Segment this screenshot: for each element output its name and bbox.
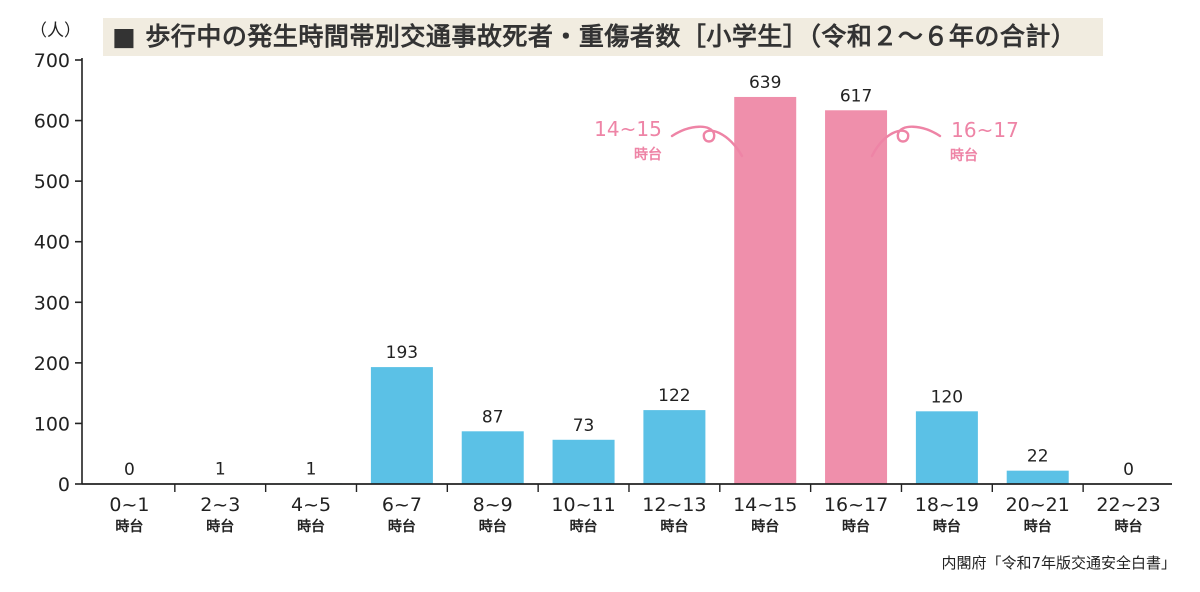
data-label: 87	[482, 407, 504, 427]
y-tick-label: 200	[34, 353, 70, 375]
data-label: 639	[749, 73, 781, 93]
data-label: 73	[573, 416, 595, 436]
chart-title: ■ 歩行中の発生時間帯別交通事故死者・重傷者数［小学生］（令和２〜６年の合計）	[112, 22, 1077, 51]
y-tick-label: 700	[34, 50, 70, 72]
x-tick-suffix: 時台	[297, 518, 325, 535]
y-tick-label: 500	[34, 171, 70, 193]
data-label: 0	[124, 460, 135, 480]
x-tick-label: 2~3	[200, 494, 240, 516]
x-tick-label: 16~17	[824, 494, 888, 516]
x-tick-suffix: 時台	[479, 518, 507, 535]
bar	[915, 411, 978, 484]
data-label: 122	[658, 386, 690, 406]
source-credit: 内閣府「令和7年版交通安全白書」	[941, 554, 1176, 572]
x-tick-suffix: 時台	[842, 518, 870, 535]
x-tick-suffix: 時台	[1115, 518, 1143, 535]
data-label: 193	[386, 343, 418, 363]
x-tick-suffix: 時台	[751, 518, 779, 535]
x-tick-suffix: 時台	[1024, 518, 1052, 535]
x-tick-label: 8~9	[473, 494, 513, 516]
y-tick-label: 300	[34, 292, 70, 314]
data-label: 1	[306, 459, 317, 479]
x-tick-suffix: 時台	[206, 518, 234, 535]
data-label: 1	[215, 459, 226, 479]
x-tick-suffix: 時台	[570, 518, 598, 535]
data-label: 120	[931, 387, 963, 407]
y-tick-label: 100	[34, 413, 70, 435]
bar	[643, 410, 706, 484]
x-tick-label: 10~11	[551, 494, 615, 516]
annotation-curl-arrow	[670, 125, 744, 158]
y-tick-label: 400	[34, 232, 70, 254]
x-tick-suffix: 時台	[933, 518, 961, 535]
annotation-label: 14~15	[594, 117, 662, 141]
annotation-label: 16~17	[951, 118, 1019, 142]
data-label: 22	[1027, 447, 1049, 467]
x-tick-label: 22~23	[1096, 494, 1160, 516]
x-tick-suffix: 時台	[660, 518, 688, 535]
bar	[734, 96, 797, 484]
x-tick-label: 20~21	[1006, 494, 1070, 516]
bar	[370, 367, 433, 484]
x-tick-label: 12~13	[642, 494, 706, 516]
x-tick-label: 4~5	[291, 494, 331, 516]
x-tick-label: 18~19	[915, 494, 979, 516]
x-tick-label: 6~7	[382, 494, 422, 516]
title-band	[103, 18, 1103, 56]
annotation-sublabel: 時台	[634, 146, 662, 163]
y-tick-label: 0	[58, 474, 70, 496]
annotation-curl-arrow	[870, 125, 942, 158]
bar	[1006, 470, 1069, 484]
x-tick-label: 14~15	[733, 494, 797, 516]
y-tick-label: 600	[34, 111, 70, 133]
annotation-sublabel: 時台	[950, 147, 978, 164]
x-tick-suffix: 時台	[388, 518, 416, 535]
data-label: 617	[840, 86, 872, 106]
x-tick-label: 0~1	[109, 494, 149, 516]
x-tick-suffix: 時台	[115, 518, 143, 535]
bar	[825, 110, 888, 484]
y-axis-unit: （人）	[30, 21, 81, 41]
bar	[461, 431, 524, 484]
data-label: 0	[1123, 460, 1134, 480]
bar	[552, 439, 615, 484]
